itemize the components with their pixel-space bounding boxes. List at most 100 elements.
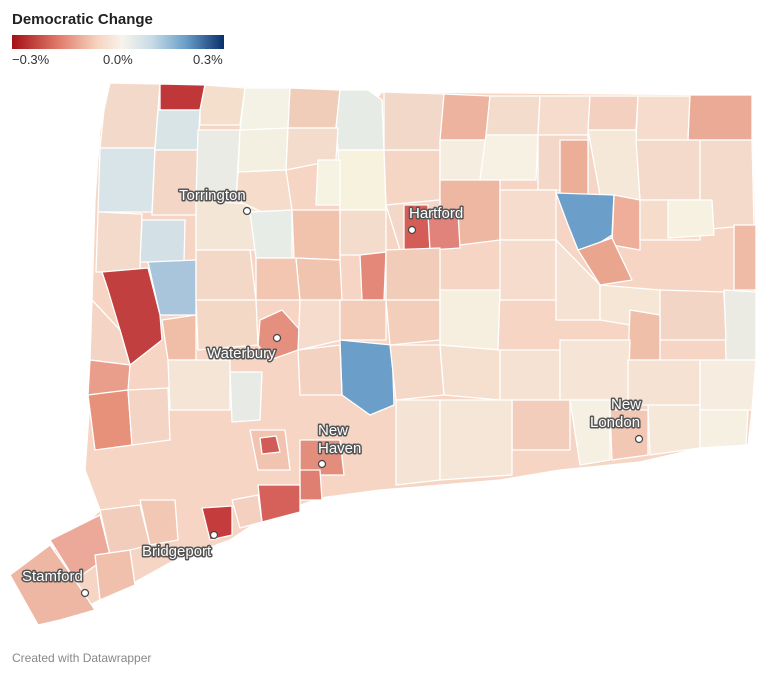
town-region (159, 83, 206, 111)
town-region (439, 344, 501, 401)
town-region (609, 409, 649, 461)
city-markers: Torrington Hartford Waterbury New Haven … (21, 186, 644, 598)
city-dot (209, 530, 219, 540)
town-region (255, 257, 301, 301)
town-region (383, 149, 441, 206)
town-region (439, 399, 513, 481)
town-region (199, 84, 246, 126)
town-region (291, 209, 341, 261)
town-region (723, 289, 757, 361)
town-region (237, 127, 289, 173)
city-waterbury: Waterbury (206, 333, 282, 364)
town-region (231, 494, 263, 529)
town-region (257, 484, 301, 523)
town-region (339, 209, 387, 256)
town-region (195, 299, 259, 351)
town-region (201, 505, 233, 541)
legend-color-scale (12, 35, 224, 49)
town-region (339, 299, 387, 341)
city-new-haven: New Haven (317, 421, 363, 469)
city-hartford: Hartford (407, 204, 465, 235)
town-region (297, 344, 343, 396)
town-region (635, 139, 701, 201)
footer-credit: Created with Datawrapper (12, 651, 152, 665)
town-region (315, 159, 341, 206)
town-region (295, 257, 343, 301)
town-region (627, 309, 661, 361)
town-region (99, 82, 161, 149)
town-region (385, 247, 441, 301)
town-region (337, 149, 387, 211)
city-torrington: Torrington (178, 186, 252, 216)
town-region (359, 251, 387, 301)
town-region (139, 499, 179, 546)
city-label-waterbury: Waterbury (207, 345, 276, 362)
town-region (229, 371, 263, 423)
town-region (299, 439, 345, 476)
city-label-torrington: Torrington (179, 187, 246, 204)
town-region (479, 134, 539, 181)
city-dot (634, 434, 644, 444)
town-region (499, 239, 557, 301)
town-region (95, 211, 143, 273)
town-region (733, 224, 757, 291)
town-region (101, 267, 163, 366)
city-dot (80, 588, 90, 598)
town-region (335, 89, 385, 151)
town-region (699, 359, 757, 411)
town-region (287, 87, 341, 129)
town-region (647, 404, 701, 456)
town-region (499, 349, 561, 401)
town-region (439, 289, 501, 351)
town-region (299, 469, 323, 501)
town-region (659, 289, 727, 341)
town-region (559, 339, 631, 401)
town-region (9, 544, 96, 626)
town-region (383, 91, 445, 151)
town-region (87, 359, 131, 396)
town-region (485, 95, 541, 136)
city-dot (272, 333, 282, 343)
town-region (667, 199, 715, 239)
city-dot (407, 225, 417, 235)
town-region (154, 109, 201, 151)
town-region (439, 139, 487, 181)
town-region (427, 211, 461, 251)
town-region (239, 87, 291, 131)
town-region (699, 409, 749, 449)
town-region (127, 387, 171, 446)
legend-title: Democratic Change (12, 11, 153, 28)
city-dot (242, 206, 252, 216)
town-region (249, 209, 293, 259)
city-label-new-haven-line2: Haven (318, 440, 361, 457)
legend-tick-mid: 0.0% (103, 52, 133, 67)
legend-tick-max: 0.3% (193, 52, 223, 67)
town-region (687, 94, 753, 141)
city-label-new-london-line1: New (611, 396, 641, 413)
town-region (385, 299, 441, 346)
legend-tick-min: −0.3% (12, 52, 50, 67)
town-region (195, 249, 257, 301)
city-stamford: Stamford (21, 567, 90, 598)
city-dot (317, 459, 327, 469)
town-region (611, 194, 641, 251)
city-bridgeport: Bridgeport (141, 530, 219, 562)
town-region (635, 95, 691, 141)
town-region (259, 435, 281, 455)
town-region (559, 139, 589, 196)
town-region (577, 237, 633, 286)
town-region (587, 95, 639, 131)
town-region (139, 219, 186, 263)
town-region (499, 189, 557, 241)
town-region (97, 147, 156, 213)
city-label-new-london-line2: London (590, 414, 640, 431)
city-label-new-haven-line1: New (318, 422, 348, 439)
town-region (151, 149, 199, 216)
town-region (511, 399, 571, 451)
city-new-london: New London (589, 395, 644, 444)
town-region (537, 95, 591, 136)
town-region (161, 314, 197, 361)
town-regions (9, 82, 757, 626)
town-region (389, 344, 445, 401)
